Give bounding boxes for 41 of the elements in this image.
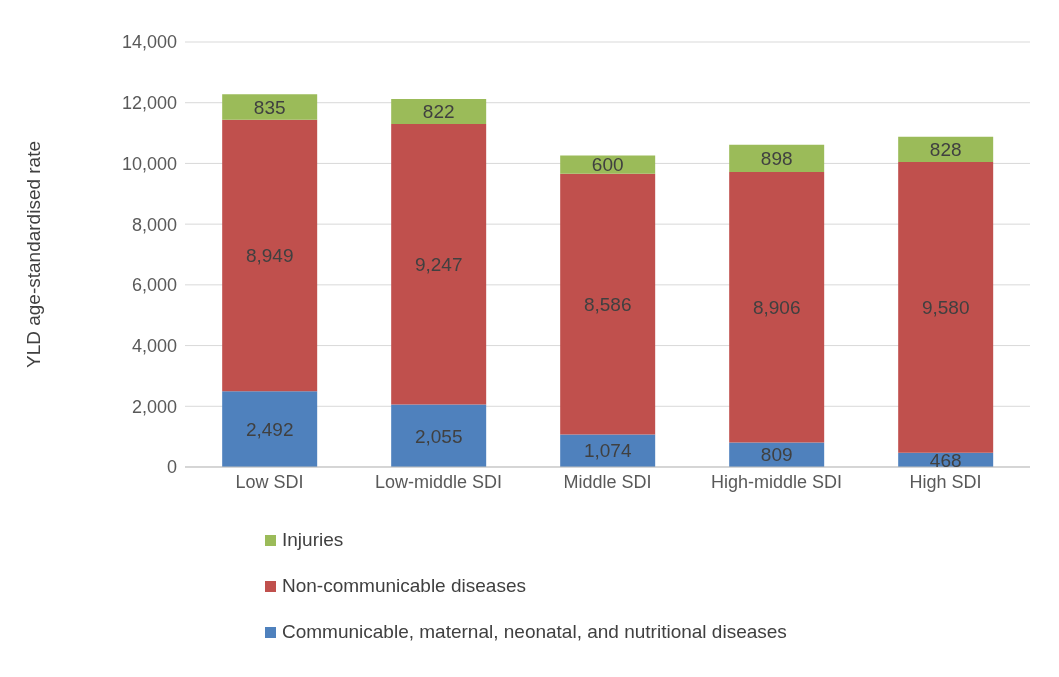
legend-label: Non-communicable diseases <box>282 575 526 597</box>
data-label: 9,580 <box>921 297 970 319</box>
data-label: 2,055 <box>414 425 463 447</box>
x-tick-label: High SDI <box>909 471 982 492</box>
bar <box>222 94 318 120</box>
y-tick-label: 6,000 <box>131 275 177 296</box>
y-tick-label: 10,000 <box>121 153 177 174</box>
bar <box>222 391 318 467</box>
data-label: 822 <box>422 101 455 123</box>
data-label: 2,492 <box>245 418 294 440</box>
y-tick-label: 2,000 <box>131 396 177 417</box>
bar <box>391 404 487 467</box>
y-tick-label: 4,000 <box>131 335 177 356</box>
legend-label: Communicable, maternal, neonatal, and nutritional diseases <box>282 621 787 643</box>
data-label: 835 <box>253 96 286 118</box>
data-label: 809 <box>760 444 793 466</box>
x-tick-label: Low SDI <box>235 471 304 492</box>
y-tick-label: 8,000 <box>131 214 177 235</box>
bar <box>898 161 994 453</box>
bar <box>222 119 318 392</box>
data-label: 898 <box>760 148 793 170</box>
y-tick-label: 12,000 <box>121 93 177 114</box>
bar <box>391 98 487 124</box>
legend-label: Injuries <box>282 529 344 551</box>
data-label: 8,586 <box>583 293 632 315</box>
data-label: 828 <box>929 139 962 161</box>
bar <box>729 172 825 443</box>
data-label: 1,074 <box>583 440 632 462</box>
bar <box>560 173 656 435</box>
y-tick-label: 0 <box>166 457 177 478</box>
x-tick-label: Middle SDI <box>563 471 652 492</box>
data-label: 8,949 <box>245 245 294 267</box>
data-label: 8,906 <box>752 297 801 319</box>
data-label: 468 <box>929 449 962 471</box>
x-tick-label: Low-middle SDI <box>374 471 503 492</box>
y-tick-label: 14,000 <box>121 32 177 53</box>
y-axis-title: YLD age-standardised rate <box>22 140 44 369</box>
data-label: 600 <box>591 154 624 176</box>
bar <box>391 123 487 405</box>
data-label: 9,247 <box>414 254 463 275</box>
x-tick-label: High-middle SDI <box>710 471 843 492</box>
